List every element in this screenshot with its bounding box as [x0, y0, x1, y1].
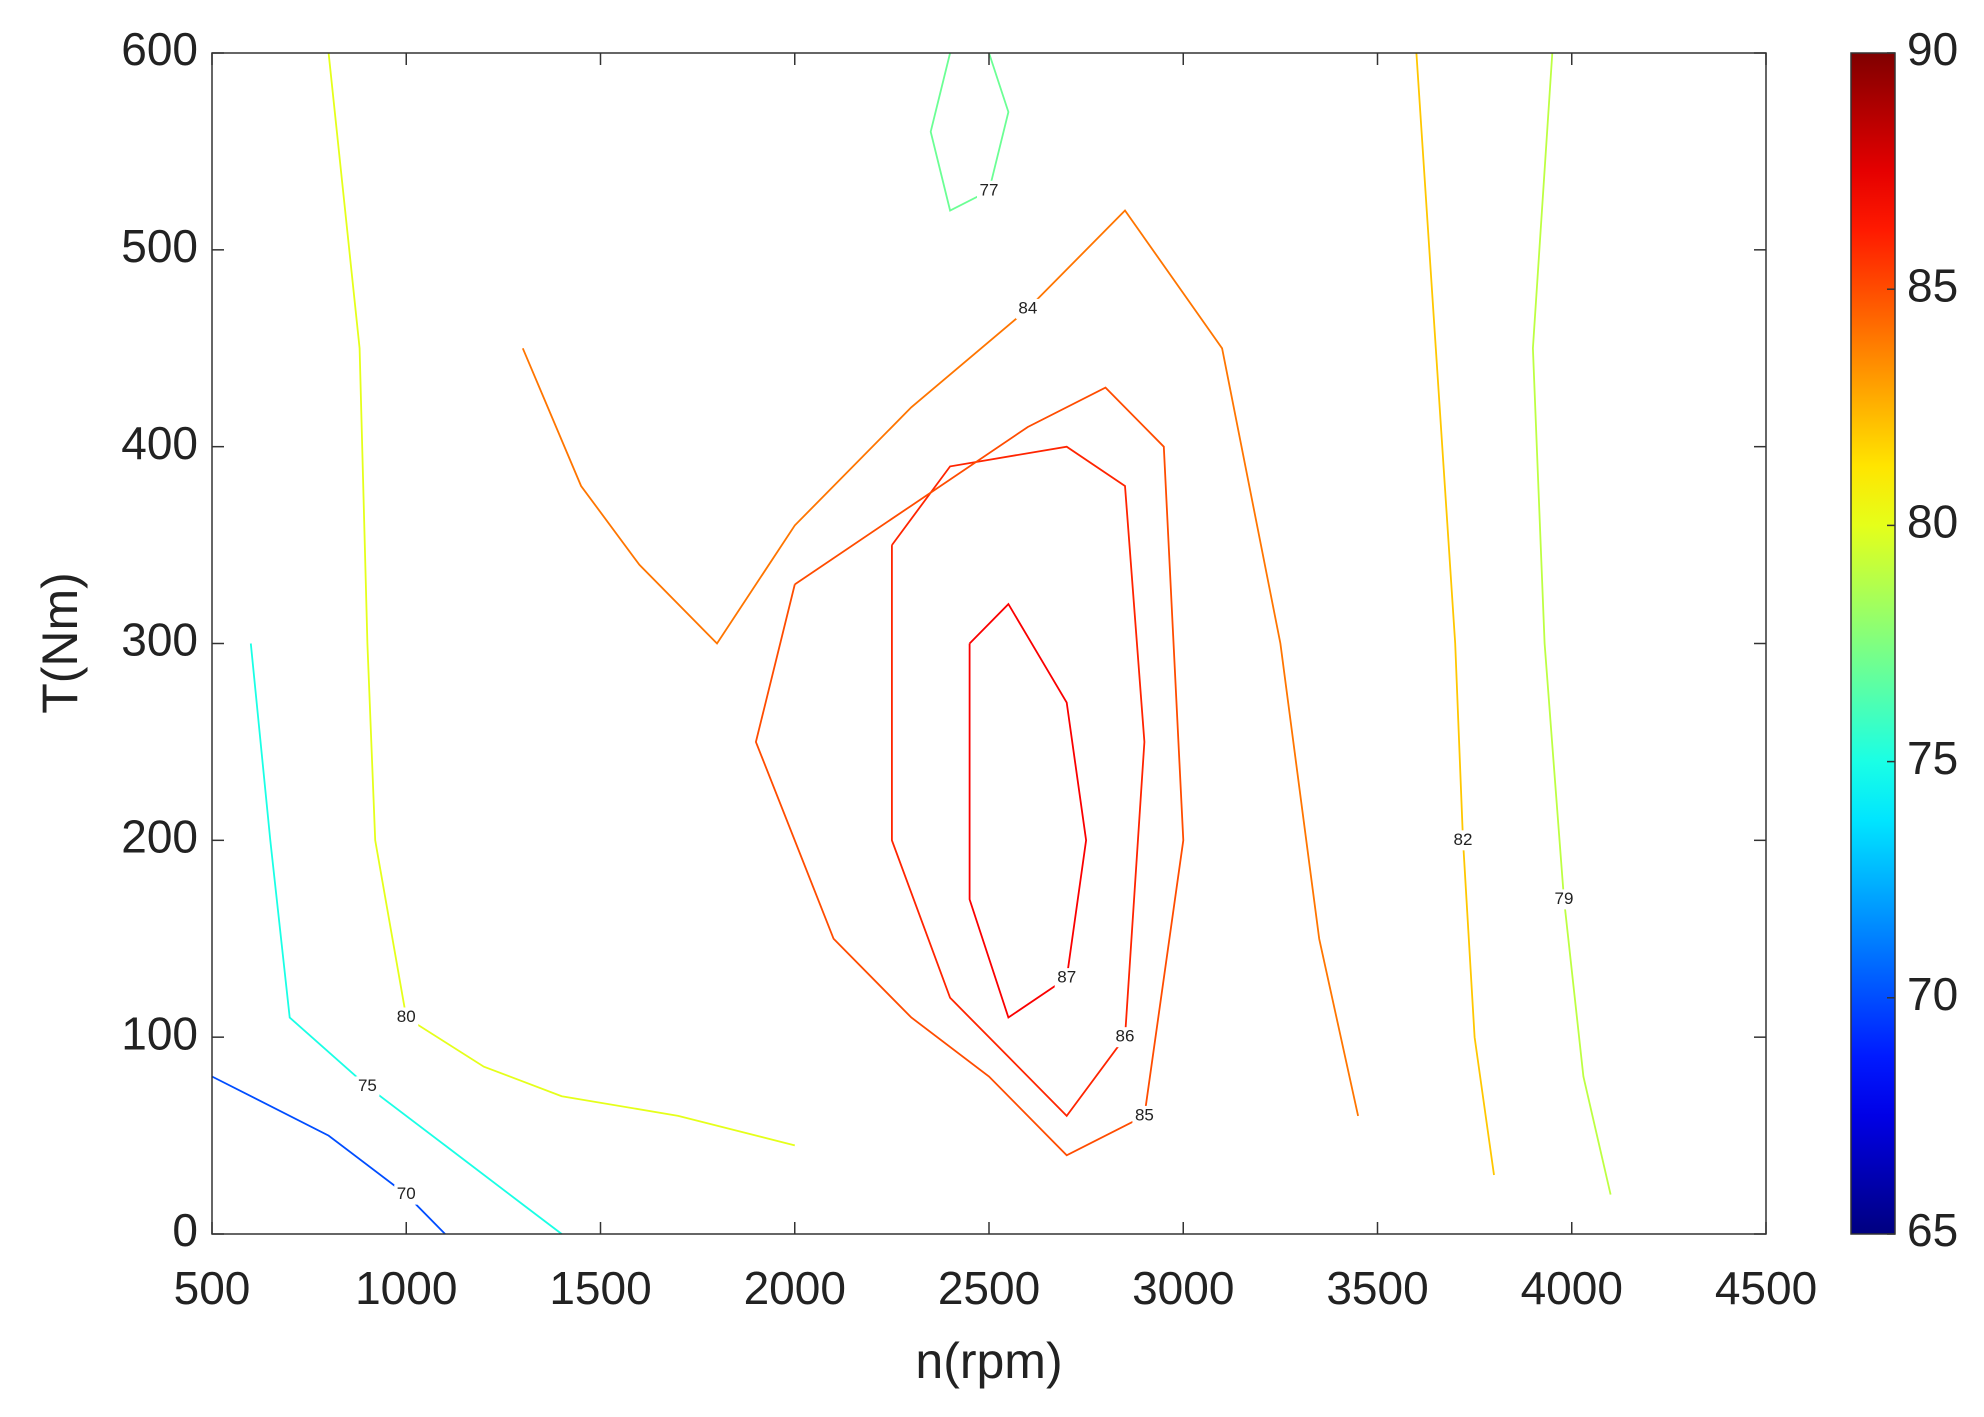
x-tick-label: 4500: [1715, 1262, 1817, 1314]
x-tick-label: 1000: [355, 1262, 457, 1314]
contour-line: [1531, 52, 1612, 1195]
contour-line: [929, 52, 1010, 212]
contour-line: [211, 1075, 446, 1235]
colorbar-tick-label: 65: [1907, 1204, 1958, 1256]
contour-label: 87: [1057, 968, 1076, 987]
colorbar-tick-label: 85: [1907, 259, 1958, 311]
contour-line: [327, 52, 796, 1147]
y-axis-label: T(Nm): [32, 572, 88, 714]
contour-line: [891, 445, 1146, 1118]
contour-label-bg: [1054, 968, 1079, 989]
contour-line: [1415, 52, 1495, 1176]
contour-label-bg: [1450, 830, 1475, 851]
x-tick-label: 4000: [1521, 1262, 1623, 1314]
contour-label-bg: [1112, 1027, 1137, 1048]
contour-label: 86: [1116, 1027, 1135, 1046]
contour-line: [521, 209, 1359, 1117]
contour-label-bg: [1132, 1105, 1157, 1126]
y-tick-label: 0: [172, 1204, 198, 1256]
y-tick-label: 200: [121, 810, 198, 862]
colorbar-tick-label: 80: [1907, 496, 1958, 548]
colorbar-tick-label: 90: [1907, 23, 1958, 75]
contour-label: 80: [397, 1007, 416, 1026]
x-axis-label: n(rpm): [915, 1333, 1062, 1389]
x-tick-label: 500: [174, 1262, 251, 1314]
colorbar-tick-label: 75: [1907, 732, 1958, 784]
colorbar-tick-label: 70: [1907, 968, 1958, 1020]
contour-label: 75: [358, 1076, 377, 1095]
y-tick-label: 600: [121, 23, 198, 75]
contour-label-bg: [355, 1076, 380, 1097]
y-tick-label: 400: [121, 417, 198, 469]
contour-label: 85: [1135, 1105, 1154, 1124]
contour-label: 70: [397, 1184, 416, 1203]
plot-frame: [211, 52, 1767, 1235]
x-tick-label: 3500: [1326, 1262, 1428, 1314]
contour-label: 77: [980, 180, 999, 199]
y-tick-label: 500: [121, 220, 198, 272]
contour-label-bg: [394, 1184, 419, 1205]
contour-line: [968, 602, 1088, 1019]
x-tick-label: 1500: [549, 1262, 651, 1314]
x-tick-label: 3000: [1132, 1262, 1234, 1314]
colorbar: [1850, 52, 1896, 1235]
contour-line: [249, 643, 563, 1235]
contour-label-bg: [977, 180, 1001, 201]
contour-label-bg: [394, 1007, 419, 1028]
contour-label: 84: [1018, 298, 1037, 317]
x-tick-label: 2000: [744, 1262, 846, 1314]
contour-label-bg: [1551, 889, 1576, 910]
contour-label-bg: [1015, 298, 1040, 319]
contour-label: 82: [1454, 830, 1473, 849]
y-tick-label: 300: [121, 614, 198, 666]
x-tick-label: 2500: [938, 1262, 1040, 1314]
contour-label: 79: [1555, 889, 1574, 908]
y-tick-label: 100: [121, 1007, 198, 1059]
